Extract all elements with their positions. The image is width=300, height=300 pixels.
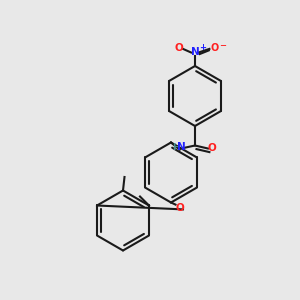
Text: O: O bbox=[210, 43, 219, 53]
Text: +: + bbox=[199, 44, 206, 52]
Text: O: O bbox=[174, 43, 183, 53]
Text: N: N bbox=[176, 142, 185, 152]
Text: H: H bbox=[172, 143, 180, 152]
Text: N: N bbox=[190, 47, 200, 58]
Text: O: O bbox=[207, 143, 216, 154]
Text: −: − bbox=[219, 41, 226, 50]
Text: O: O bbox=[176, 203, 184, 214]
